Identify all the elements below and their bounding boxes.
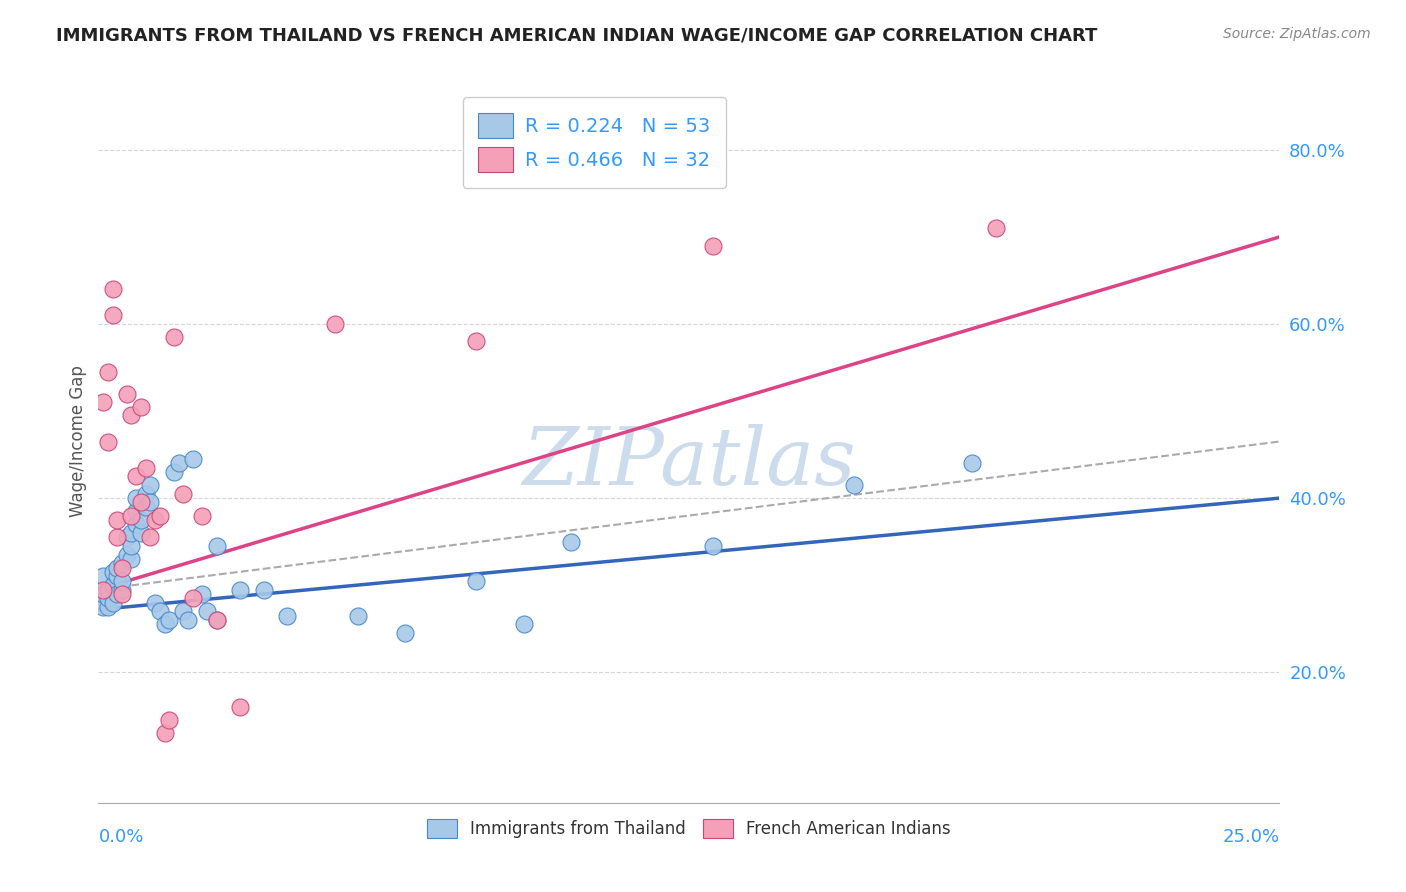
Point [276, 608, 298, 623]
Text: ZIPatlas: ZIPatlas [522, 425, 856, 502]
Point [115, 548, 138, 562]
Text: Source: ZipAtlas.com: Source: ZipAtlas.com [1223, 27, 1371, 41]
Point [172, 604, 194, 618]
Point [560, 534, 582, 549]
Point [167, 456, 190, 470]
Point [962, 456, 984, 470]
Point [253, 582, 276, 597]
Point [153, 617, 176, 632]
Point [195, 604, 218, 618]
Point [149, 604, 172, 618]
Point [702, 539, 724, 553]
Point [844, 478, 866, 492]
Point [181, 452, 204, 467]
Point [97, 434, 120, 449]
Point [163, 330, 186, 344]
Point [105, 561, 128, 575]
Point [91, 395, 114, 409]
Point [163, 465, 186, 479]
Point [97, 582, 120, 597]
Point [205, 613, 228, 627]
Point [139, 495, 162, 509]
Point [125, 504, 148, 518]
Point [97, 599, 120, 614]
Point [191, 508, 214, 523]
Point [143, 513, 166, 527]
Point [347, 608, 370, 623]
Point [91, 569, 114, 583]
Point [125, 469, 148, 483]
Point [229, 582, 252, 597]
Point [125, 491, 148, 505]
Point [143, 596, 166, 610]
Text: 0.0%: 0.0% [98, 828, 143, 846]
Point [121, 409, 143, 423]
Y-axis label: Wage/Income Gap: Wage/Income Gap [69, 366, 87, 517]
Point [101, 578, 124, 592]
Point [121, 552, 143, 566]
Point [177, 613, 200, 627]
Point [702, 238, 724, 252]
Point [105, 530, 128, 544]
Point [129, 400, 152, 414]
Point [984, 221, 1007, 235]
Point [101, 596, 124, 610]
Point [172, 487, 194, 501]
Point [129, 525, 152, 540]
Point [101, 565, 124, 579]
Point [105, 513, 128, 527]
Point [139, 478, 162, 492]
Point [394, 626, 416, 640]
Point [191, 587, 214, 601]
Point [105, 587, 128, 601]
Point [153, 726, 176, 740]
Point [139, 530, 162, 544]
Point [111, 574, 134, 588]
Point [97, 365, 120, 379]
Point [149, 508, 172, 523]
Point [205, 613, 228, 627]
Text: IMMIGRANTS FROM THAILAND VS FRENCH AMERICAN INDIAN WAGE/INCOME GAP CORRELATION C: IMMIGRANTS FROM THAILAND VS FRENCH AMERI… [56, 27, 1098, 45]
Point [323, 317, 346, 331]
Point [181, 591, 204, 606]
Point [229, 700, 252, 714]
Point [135, 487, 157, 501]
Point [157, 713, 180, 727]
Point [115, 386, 138, 401]
Point [111, 561, 134, 575]
Point [205, 539, 228, 553]
Text: 25.0%: 25.0% [1222, 828, 1279, 846]
Point [91, 582, 114, 597]
Point [135, 460, 157, 475]
Point [111, 582, 134, 597]
Legend: Immigrants from Thailand, French American Indians: Immigrants from Thailand, French America… [420, 813, 957, 845]
Point [129, 495, 152, 509]
Point [135, 500, 157, 514]
Point [91, 599, 114, 614]
Point [157, 613, 180, 627]
Point [105, 569, 128, 583]
Point [125, 517, 148, 532]
Point [512, 617, 534, 632]
Point [121, 539, 143, 553]
Point [101, 282, 124, 296]
Point [91, 587, 114, 601]
Point [115, 530, 138, 544]
Point [111, 587, 134, 601]
Point [111, 557, 134, 571]
Point [97, 591, 120, 606]
Point [101, 308, 124, 322]
Point [121, 525, 143, 540]
Point [465, 574, 488, 588]
Point [129, 513, 152, 527]
Point [121, 508, 143, 523]
Point [465, 334, 488, 349]
